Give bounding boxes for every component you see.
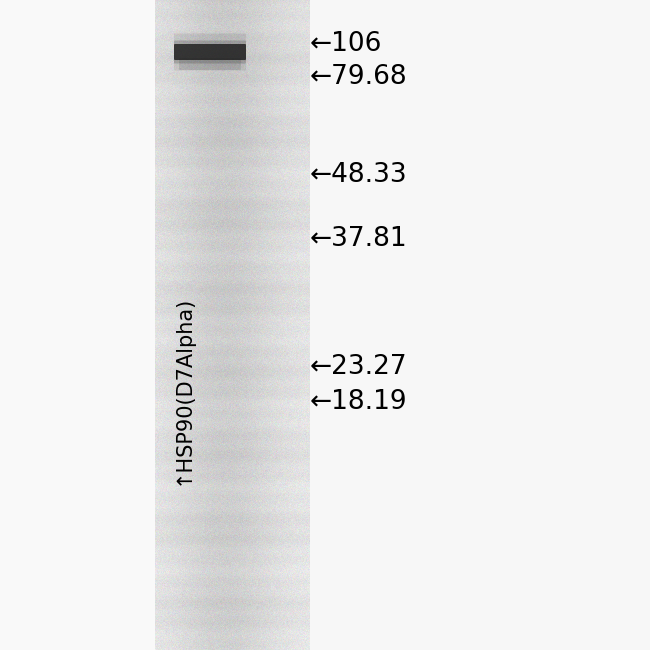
FancyBboxPatch shape: [174, 40, 246, 64]
FancyBboxPatch shape: [174, 44, 246, 60]
Text: ←37.81: ←37.81: [310, 226, 408, 252]
Text: ←106: ←106: [310, 31, 382, 57]
FancyBboxPatch shape: [174, 34, 246, 70]
Text: ↑HSP90(D7Alpha): ↑HSP90(D7Alpha): [173, 295, 193, 485]
Text: ←79.68: ←79.68: [310, 64, 408, 90]
Text: ←48.33: ←48.33: [310, 162, 408, 188]
FancyBboxPatch shape: [179, 58, 241, 70]
Text: ←18.19: ←18.19: [310, 389, 408, 415]
Text: ←23.27: ←23.27: [310, 354, 408, 380]
